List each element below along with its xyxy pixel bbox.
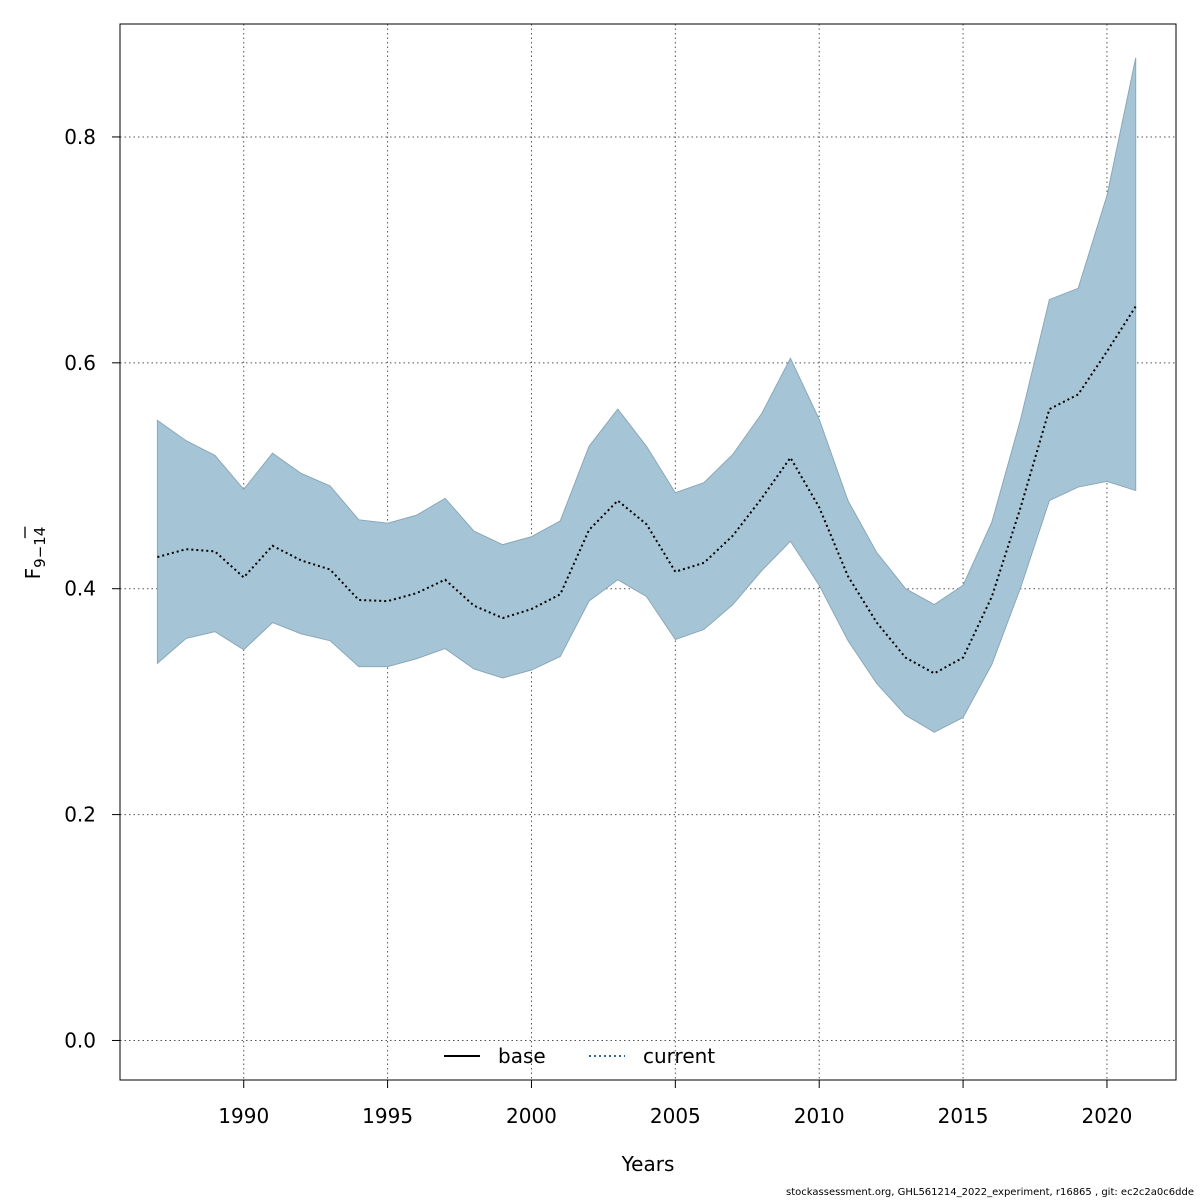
y-tick-label: 0.8 [64,125,96,149]
x-tick-label: 2010 [794,1104,845,1128]
legend: base current [444,1044,715,1068]
y-axis-title-main: F [21,568,45,580]
x-tick-label: 2005 [650,1104,701,1128]
y-tick-label: 0.0 [64,1028,96,1052]
y-tick-label: 0.6 [64,351,96,375]
x-tick-label: 1995 [362,1104,413,1128]
series-line-current [157,305,1137,675]
confidence-band-current [156,57,1137,733]
x-tick-label: 1990 [218,1104,269,1128]
legend-label-base: base [498,1044,546,1068]
plot-frame [119,23,1177,1081]
x-tick-label: 2020 [1081,1104,1132,1128]
svg-text:F9−14: F9−14 [21,527,49,580]
confidence-band-group [156,57,1137,733]
axes: 1990 1995 2000 2005 2010 2015 2020 0.0 0.2 0.4 0.6… [64,125,1132,1128]
series-line-group [157,305,1137,675]
y-axis-title-subscript: 9−14 [31,527,49,568]
x-axis-title: Years [621,1152,675,1176]
y-tick-label: 0.2 [64,803,96,827]
x-tick-label: 2000 [506,1104,557,1128]
footer-note: stockassessment.org, GHL561214_2022_expe… [786,1187,1194,1198]
legend-label-current: current [643,1044,715,1068]
y-tick-label: 0.4 [64,577,96,601]
x-tick-label: 2015 [938,1104,989,1128]
y-axis-title: F9−14 [21,526,49,580]
